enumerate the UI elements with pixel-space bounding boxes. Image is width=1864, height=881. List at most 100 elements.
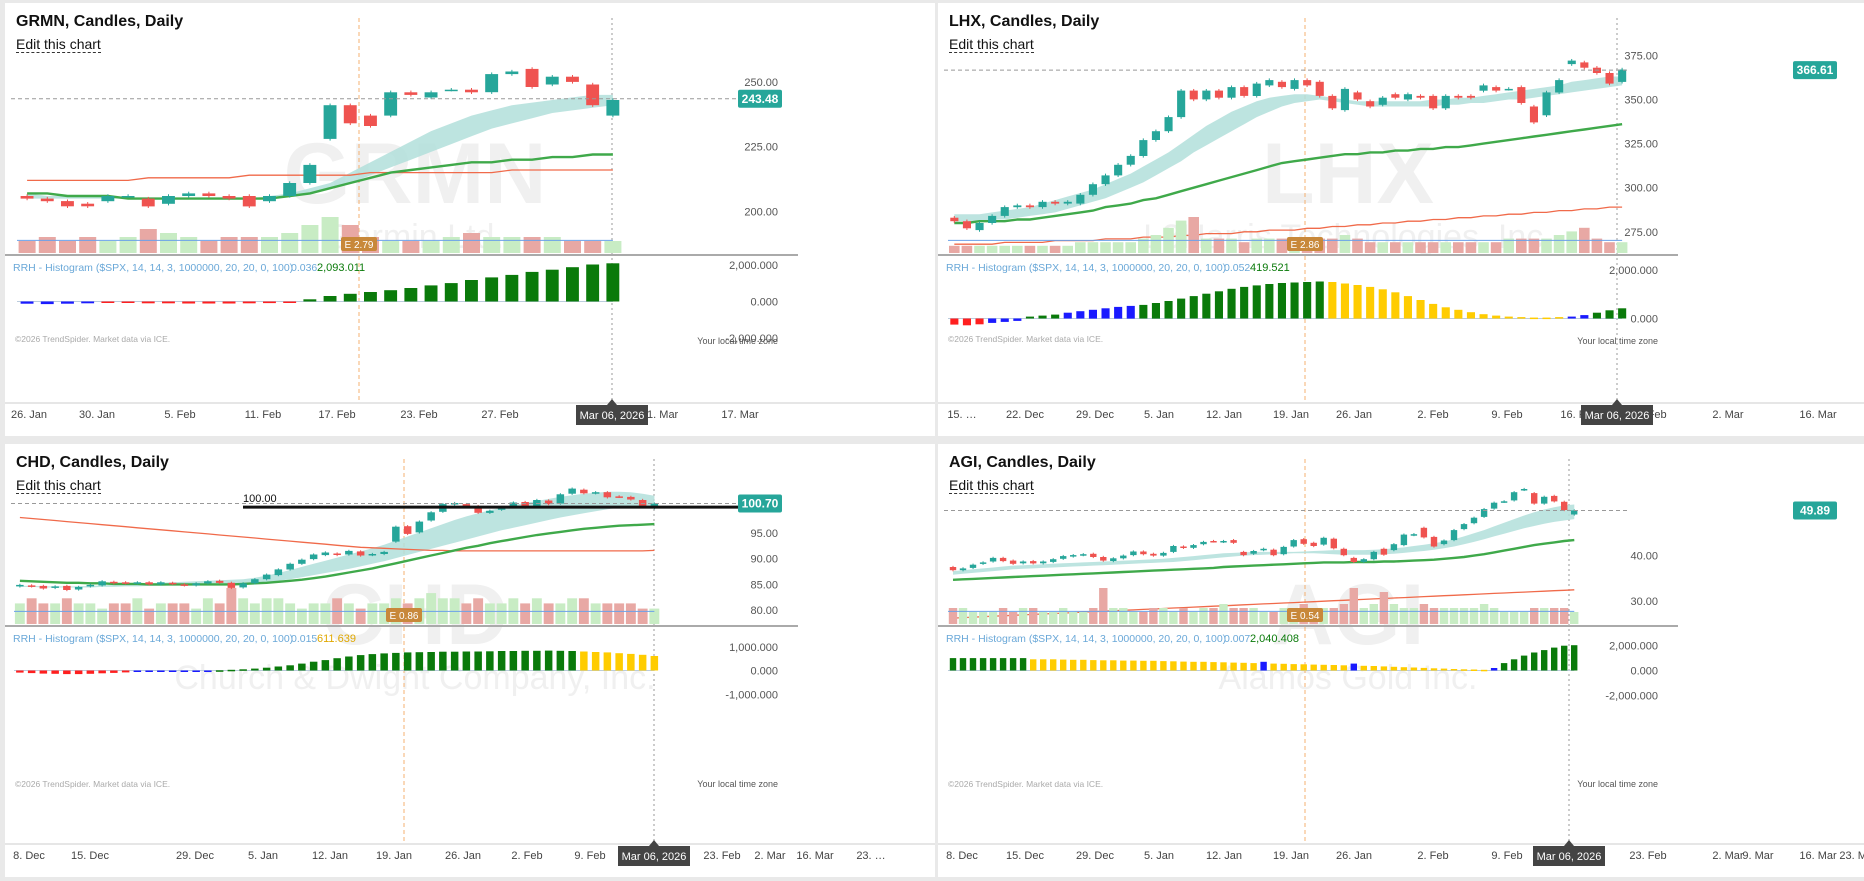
candle-body xyxy=(1200,541,1207,545)
histogram-bar xyxy=(1580,315,1589,319)
candle-body xyxy=(1214,90,1223,98)
histogram-bar xyxy=(368,654,377,671)
volume-bar xyxy=(986,245,998,253)
candle-body xyxy=(283,183,297,196)
candle-body xyxy=(1025,205,1034,208)
earnings-badge xyxy=(1287,237,1323,251)
histogram-bar xyxy=(101,301,115,303)
histogram-bar xyxy=(323,296,337,302)
histogram-bar xyxy=(462,651,471,671)
volume-bar xyxy=(1379,592,1389,624)
chart-canvas-chd[interactable]: CHDChurch & Dwight Company, Inc.100.0010… xyxy=(5,444,935,877)
rrh-value-2: 2,040.408 xyxy=(1250,633,1299,645)
candle-body xyxy=(1130,551,1137,556)
histogram-bar xyxy=(424,285,438,302)
histogram-bar xyxy=(1160,661,1167,671)
histogram-bar xyxy=(444,283,458,302)
edit-chart-link[interactable]: Edit this chart xyxy=(16,477,101,494)
volume-bar xyxy=(1519,612,1529,624)
volume-bar xyxy=(543,237,561,253)
histogram-bar xyxy=(1303,282,1312,319)
histogram-bar xyxy=(521,650,529,671)
volume-bar xyxy=(180,237,198,253)
histogram-bar xyxy=(1227,288,1236,319)
volume-bar xyxy=(1159,608,1168,624)
x-tick-label: 15. Dec xyxy=(1006,850,1044,862)
histogram-bar xyxy=(1390,666,1398,671)
volume-bar xyxy=(1059,608,1068,624)
volume-bar xyxy=(1616,242,1628,253)
volume-bar xyxy=(1201,238,1212,253)
volume-bar xyxy=(160,233,177,253)
volume-bar xyxy=(1415,242,1426,253)
histogram-bar xyxy=(51,670,59,674)
price-tick-label: 375.00 xyxy=(1624,50,1658,62)
histogram-bar xyxy=(1567,316,1576,319)
candle-body xyxy=(603,492,612,498)
volume-bar xyxy=(1478,242,1489,253)
candle-body xyxy=(1479,85,1488,91)
candle-body xyxy=(580,489,588,494)
sma-short-line xyxy=(27,153,613,200)
histogram-bar xyxy=(1310,664,1317,671)
candle-body xyxy=(1520,489,1528,491)
candle-body xyxy=(1504,88,1513,91)
edit-chart-link[interactable]: Edit this chart xyxy=(949,477,1034,494)
candle-body xyxy=(98,581,106,586)
candle-body xyxy=(1416,95,1425,98)
histogram-bar xyxy=(1164,301,1173,319)
volume-bar xyxy=(1399,608,1409,624)
histogram-bar xyxy=(1592,312,1601,319)
volume-bar xyxy=(483,237,501,253)
candle-body xyxy=(1567,60,1576,65)
volume-bar xyxy=(1479,604,1489,624)
sma-short-line xyxy=(954,123,1623,225)
histogram-bar xyxy=(1366,286,1375,319)
histogram-bar xyxy=(1100,660,1107,671)
volume-bar xyxy=(1440,242,1451,253)
histogram-bar xyxy=(1290,664,1297,671)
histogram-bar xyxy=(1013,318,1022,321)
volume-bar xyxy=(14,603,25,624)
candle-body xyxy=(1019,561,1027,564)
candle-body xyxy=(368,554,377,556)
volume-bar xyxy=(1509,612,1519,624)
last-price-badge xyxy=(1793,61,1837,80)
volume-bar xyxy=(564,241,581,253)
candle-body xyxy=(1561,501,1568,510)
price-tick-label: 275.00 xyxy=(1624,227,1658,239)
edit-chart-link[interactable]: Edit this chart xyxy=(949,36,1034,53)
date-badge xyxy=(576,405,648,425)
candle-body xyxy=(1315,81,1324,96)
volume-bar xyxy=(1109,608,1118,624)
candle-body xyxy=(202,193,216,196)
volume-bar xyxy=(1037,245,1048,253)
histogram-bar xyxy=(1551,647,1558,671)
volume-bar xyxy=(1419,604,1429,624)
candle-body xyxy=(1280,546,1287,555)
date-badge-pointer xyxy=(1612,399,1622,405)
volume-bar xyxy=(1075,242,1086,253)
candle-body xyxy=(627,496,635,500)
candle-body xyxy=(321,552,330,556)
histogram-bar xyxy=(121,301,135,303)
rrh-tick-label: 0.000 xyxy=(1630,314,1658,326)
candle-body xyxy=(1571,510,1578,515)
x-tick-label: 2. Feb xyxy=(511,850,542,862)
histogram-bar xyxy=(474,651,482,671)
histogram-bar xyxy=(1230,662,1237,671)
histogram-bar xyxy=(1200,661,1207,671)
candle-body xyxy=(1340,548,1347,556)
histogram-bar xyxy=(1555,317,1564,319)
edit-chart-link[interactable]: Edit this chart xyxy=(16,36,101,53)
volume-bar xyxy=(1503,238,1514,253)
volume-bar xyxy=(1550,608,1559,624)
candle-body xyxy=(1542,92,1551,116)
date-badge xyxy=(1533,846,1605,866)
price-tick-label: 30.00 xyxy=(1630,596,1658,608)
candle-body xyxy=(1400,534,1408,546)
histogram-bar xyxy=(251,668,259,671)
